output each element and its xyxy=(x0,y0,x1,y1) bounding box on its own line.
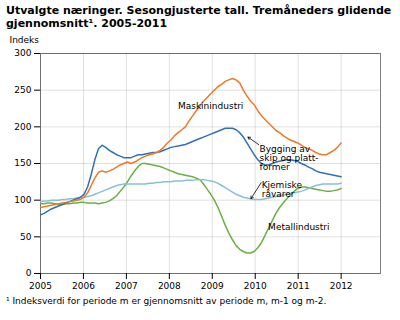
svg-text:2011: 2011 xyxy=(287,281,310,291)
svg-text:150: 150 xyxy=(14,158,31,168)
html-text:Utvalgte næringer. Sesongjuste: Utvalgte næringer. Sesongjusterte tall. … xyxy=(6,4,392,30)
svg-text:2006: 2006 xyxy=(72,281,95,291)
svg-text:2007: 2007 xyxy=(115,281,138,291)
svg-text:2009: 2009 xyxy=(201,281,224,291)
svg-text:100: 100 xyxy=(14,195,31,205)
svg-text:250: 250 xyxy=(14,85,31,95)
svg-text:2005: 2005 xyxy=(29,281,52,291)
svg-text:2012: 2012 xyxy=(330,281,353,291)
svg-text:Indeks: Indeks xyxy=(10,35,40,45)
svg-text:Kjemiskeråvarer: Kjemiskeråvarer xyxy=(262,180,303,199)
svg-text:Maskinindustri: Maskinindustri xyxy=(178,101,243,111)
svg-text:0: 0 xyxy=(26,268,32,278)
svg-text:300: 300 xyxy=(14,48,31,58)
svg-text:Metallindustri: Metallindustri xyxy=(268,222,329,232)
svg-text:200: 200 xyxy=(14,122,31,132)
svg-text:Bygging avskip og platt-former: Bygging avskip og platt-former xyxy=(260,144,319,172)
svg-text:50: 50 xyxy=(20,232,32,242)
svg-text:2008: 2008 xyxy=(158,281,181,291)
svg-text:2010: 2010 xyxy=(244,281,267,291)
html-text:¹ Indeksverdi for periode m er: ¹ Indeksverdi for periode m er gjennomsn… xyxy=(6,296,327,306)
